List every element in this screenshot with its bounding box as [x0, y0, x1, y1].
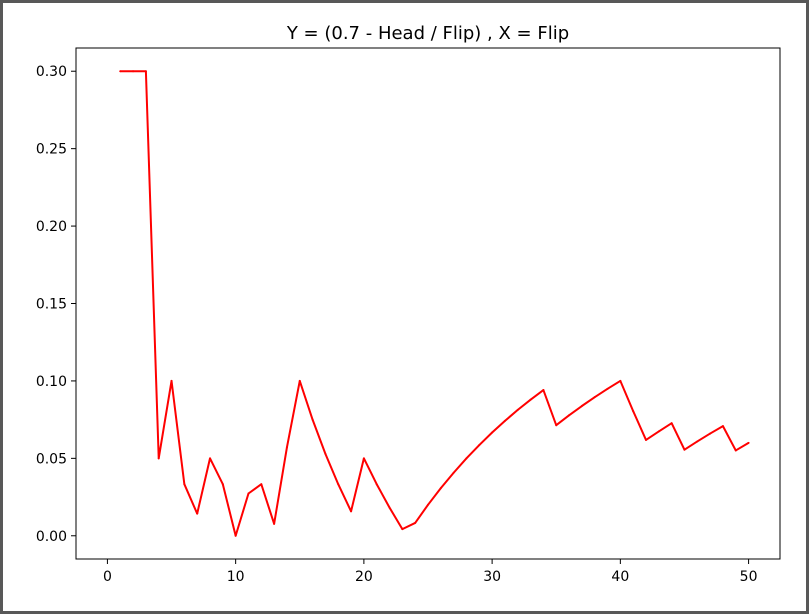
data-point: [593, 396, 596, 399]
x-tick-label: 0: [103, 569, 112, 585]
data-point: [696, 440, 699, 443]
figure-canvas: Y = (0.7 - Head / Flip) , X = Flip 0 10 20…: [3, 3, 806, 611]
data-point: [401, 528, 404, 531]
data-point: [516, 408, 519, 411]
data-point: [183, 483, 186, 486]
data-point: [298, 379, 301, 382]
data-point: [439, 487, 442, 490]
data-point: [632, 410, 635, 413]
data-point: [709, 432, 712, 435]
data-point: [644, 438, 647, 441]
data-point: [388, 506, 391, 509]
data-point: [234, 534, 237, 537]
data-point: [670, 422, 673, 425]
data-point: [119, 70, 122, 73]
series-line: [120, 70, 750, 537]
data-point: [209, 457, 212, 460]
data-point: [619, 379, 622, 382]
y-tick-label: 0.10: [36, 374, 67, 390]
x-tick-label: 50: [740, 569, 758, 585]
line-chart: Y = (0.7 - Head / Flip) , X = Flip 0 10 20…: [36, 23, 781, 585]
data-point: [721, 425, 724, 428]
data-point: [157, 457, 160, 460]
x-axis: 0 10 20 30 40 50: [103, 559, 758, 585]
plot-lines: [119, 70, 750, 537]
x-tick-label: 30: [483, 569, 501, 585]
data-point: [491, 431, 494, 434]
y-tick-label: 0.25: [36, 142, 67, 158]
data-point: [350, 510, 353, 513]
y-tick-label: 0.00: [36, 529, 67, 545]
data-point: [273, 522, 276, 525]
y-tick-label: 0.05: [36, 451, 67, 467]
data-point: [414, 521, 417, 524]
data-point: [580, 405, 583, 408]
data-point: [478, 444, 481, 447]
data-point: [375, 483, 378, 486]
x-tick-label: 10: [227, 569, 245, 585]
data-point: [132, 70, 135, 73]
data-point: [170, 379, 173, 382]
y-tick-label: 0.20: [36, 219, 67, 235]
data-point: [657, 430, 660, 433]
data-point: [529, 398, 532, 401]
data-point: [247, 492, 250, 495]
data-point: [452, 471, 455, 474]
data-point: [734, 449, 737, 452]
data-point: [285, 446, 288, 449]
data-point: [311, 418, 314, 421]
y-axis: 0.00 0.05 0.10 0.15 0.20 0.25 0.30: [36, 64, 76, 545]
y-tick-label: 0.30: [36, 64, 67, 80]
data-point: [221, 483, 224, 486]
data-point: [144, 70, 147, 73]
data-point: [465, 457, 468, 460]
chart-title: Y = (0.7 - Head / Flip) , X = Flip: [286, 23, 569, 44]
data-point: [747, 441, 750, 444]
plot-frame: [75, 47, 781, 560]
x-tick-label: 40: [611, 569, 629, 585]
data-point: [260, 483, 263, 486]
data-point: [324, 452, 327, 455]
data-point: [542, 389, 545, 392]
data-point: [568, 414, 571, 417]
data-point: [683, 448, 686, 451]
data-point: [337, 483, 340, 486]
data-point: [427, 503, 429, 506]
data-point: [606, 387, 609, 390]
data-point: [362, 457, 365, 460]
y-tick-label: 0.15: [36, 297, 67, 313]
data-point: [503, 419, 506, 422]
data-point: [196, 512, 199, 515]
x-tick-label: 20: [355, 569, 373, 585]
data-point: [555, 424, 558, 427]
